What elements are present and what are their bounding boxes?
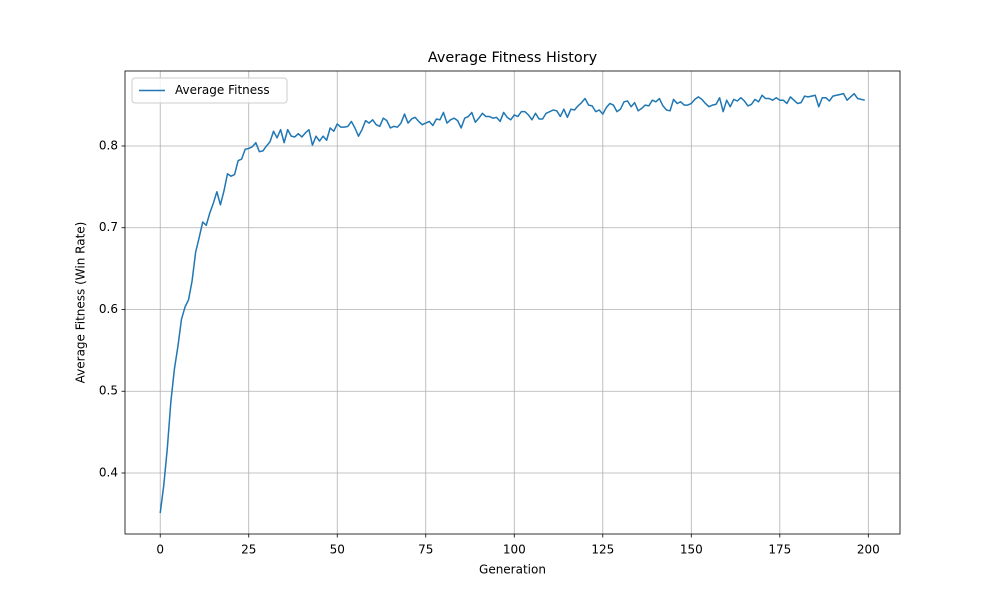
legend-box (131, 77, 288, 104)
x-tick-label: 150 (680, 543, 703, 557)
x-tick-label: 125 (591, 543, 614, 557)
y-tick-label: 0.4 (99, 466, 118, 480)
x-tick-label: 200 (857, 543, 880, 557)
x-axis-label: Generation (479, 563, 546, 577)
x-tick-label: 50 (330, 543, 345, 557)
legend-label: Average Fitness (175, 83, 270, 97)
plot-frame (124, 70, 901, 535)
y-tick-label: 0.7 (99, 220, 118, 234)
y-tick-label: 0.8 (99, 138, 118, 152)
chart-title: Average Fitness History (428, 50, 598, 66)
y-tick-label: 0.6 (99, 302, 118, 316)
x-tick-label: 100 (503, 543, 526, 557)
x-tick-label: 25 (241, 543, 256, 557)
x-tick-label: 0 (156, 543, 164, 557)
y-tick-label: 0.5 (99, 384, 118, 398)
y-axis-label: Average Fitness (Win Rate) (74, 222, 88, 384)
x-tick-label: 175 (768, 543, 791, 557)
x-tick-label: 75 (418, 543, 433, 557)
data-line (159, 92, 865, 514)
